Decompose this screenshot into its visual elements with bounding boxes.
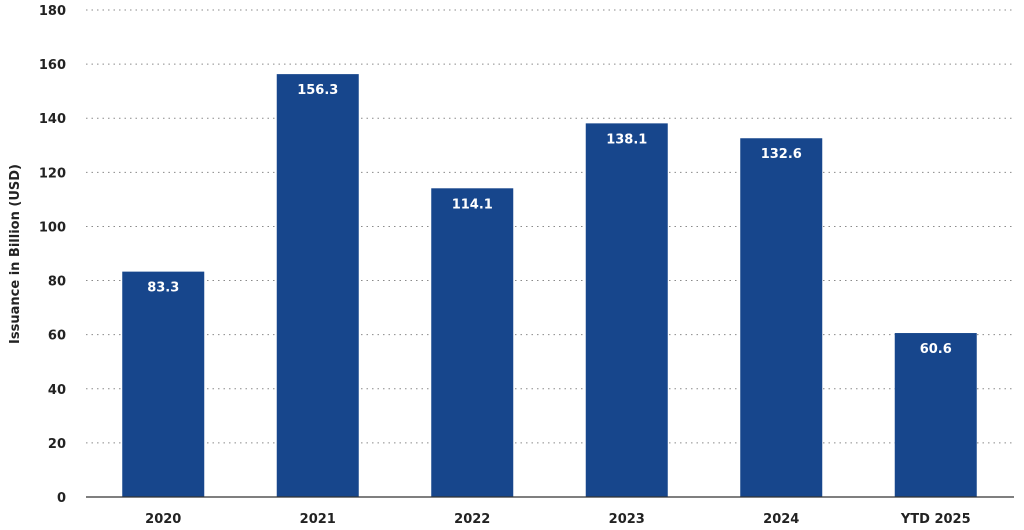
y-tick-label: 60 bbox=[48, 329, 66, 344]
y-axis-title: Issuance in Billion (USD) bbox=[8, 164, 23, 344]
y-tick-label: 140 bbox=[39, 112, 66, 127]
x-tick-label: 2022 bbox=[454, 512, 490, 527]
y-tick-label: 40 bbox=[48, 383, 66, 398]
bar-value-label: 138.1 bbox=[606, 132, 647, 147]
bar-2024 bbox=[740, 138, 823, 497]
bar-value-label: 132.6 bbox=[761, 147, 802, 162]
grid-lines bbox=[86, 9, 1014, 444]
bar-ytd-2025 bbox=[894, 333, 977, 497]
bar-2020 bbox=[122, 271, 205, 497]
bars: 83.3 156.3 114.1 138.1 132.6 60.6 bbox=[122, 74, 977, 497]
x-tick-label: 2020 bbox=[145, 512, 181, 527]
bar-2021 bbox=[276, 74, 359, 497]
y-tick-label: 80 bbox=[48, 275, 66, 290]
y-axis-ticks: 0 20 40 60 80 100 120 140 160 180 bbox=[39, 4, 66, 506]
bar-value-label: 83.3 bbox=[147, 281, 179, 296]
y-tick-label: 180 bbox=[39, 4, 66, 19]
x-axis-ticks: 2020 2021 2022 2023 2024 YTD 2025 bbox=[145, 512, 970, 527]
bar-value-label: 114.1 bbox=[452, 197, 493, 212]
y-tick-label: 120 bbox=[39, 166, 66, 181]
x-tick-label: 2024 bbox=[763, 512, 799, 527]
y-tick-label: 100 bbox=[39, 220, 66, 235]
bar-2023 bbox=[585, 123, 668, 497]
y-tick-label: 160 bbox=[39, 58, 66, 73]
bar-value-label: 60.6 bbox=[920, 342, 952, 357]
y-tick-label: 20 bbox=[48, 437, 66, 452]
bar-2022 bbox=[431, 188, 514, 497]
x-tick-label: 2023 bbox=[609, 512, 645, 527]
bar-value-label: 156.3 bbox=[297, 83, 338, 98]
x-tick-label: YTD 2025 bbox=[900, 512, 971, 527]
x-tick-label: 2021 bbox=[300, 512, 336, 527]
y-tick-label: 0 bbox=[57, 491, 66, 506]
